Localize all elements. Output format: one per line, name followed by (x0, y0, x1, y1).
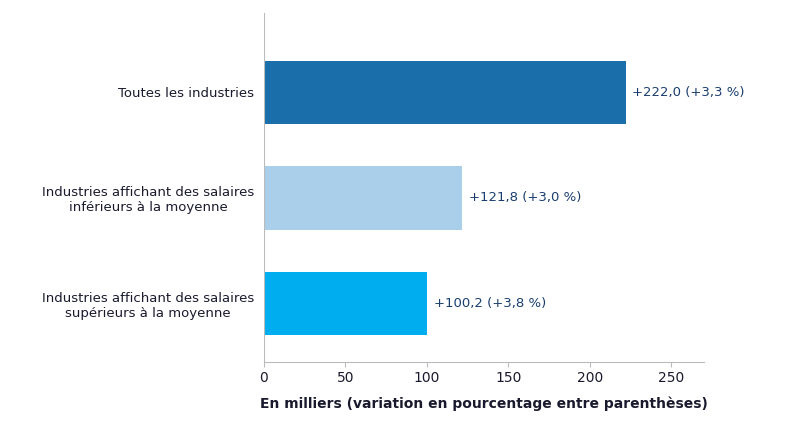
Text: +100,2 (+3,8 %): +100,2 (+3,8 %) (434, 297, 546, 310)
Text: +121,8 (+3,0 %): +121,8 (+3,0 %) (469, 191, 582, 205)
Bar (264, 272, 427, 335)
Bar (264, 61, 626, 124)
Text: +222,0 (+3,3 %): +222,0 (+3,3 %) (632, 86, 745, 99)
X-axis label: En milliers (variation en pourcentage entre parenthèses): En milliers (variation en pourcentage en… (260, 396, 708, 411)
Bar (264, 166, 462, 230)
